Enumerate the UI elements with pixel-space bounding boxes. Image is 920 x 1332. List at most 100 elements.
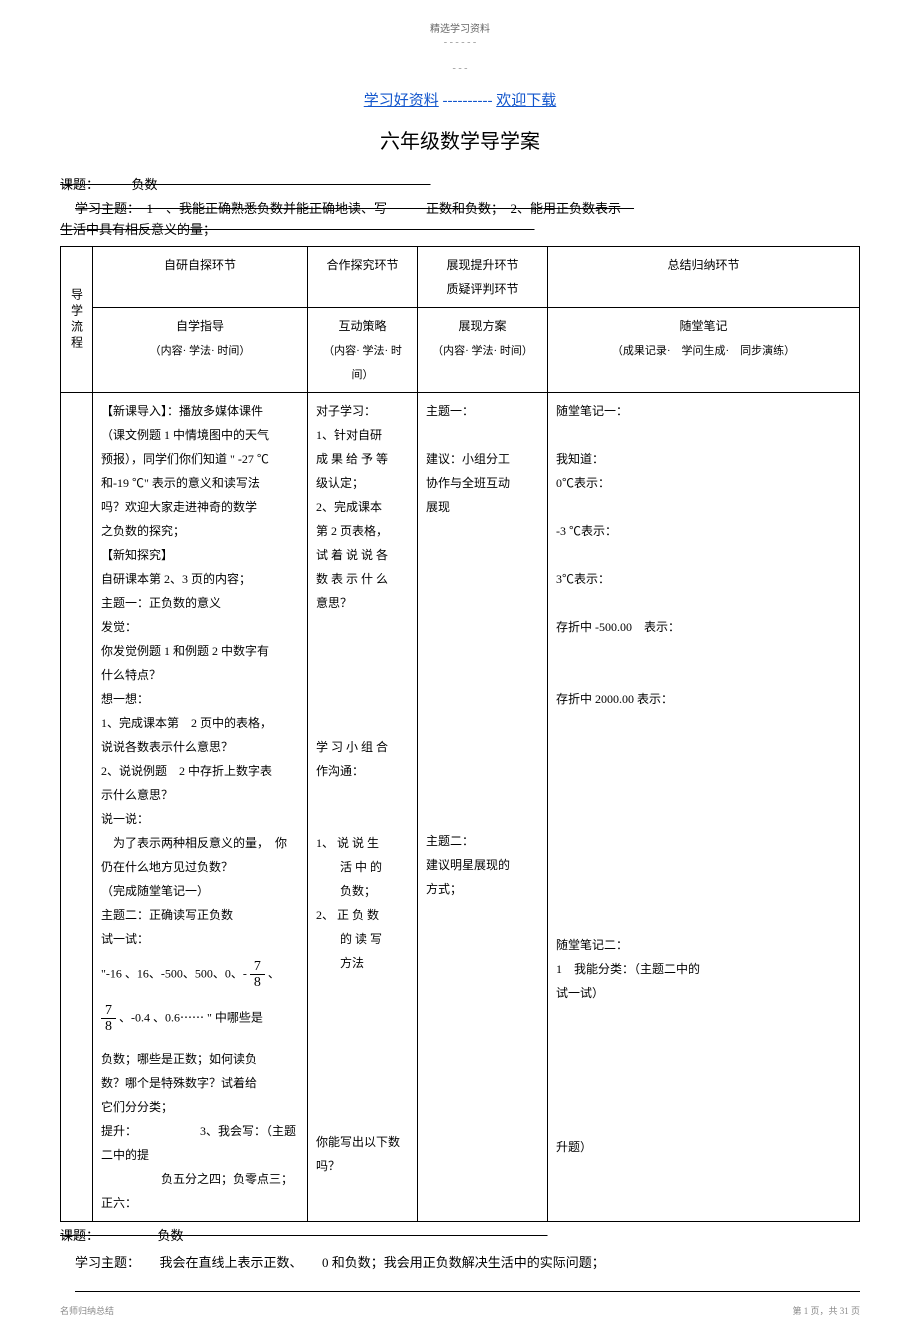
c4-n5: 3℃表示：: [556, 567, 851, 591]
hdr-col2: 合作探究环节: [308, 247, 418, 308]
c1-intro2: （课文例题 1 中情境图中的天气: [101, 423, 299, 447]
main-title: 六年级数学导学案: [60, 125, 860, 154]
c3-t5: 主题二：: [426, 829, 539, 853]
sub-col2: 互动策略 （内容· 学法· 时间）: [308, 308, 418, 393]
sub-col2-s: （内容· 学法· 时间）: [323, 345, 402, 381]
c4-n11: 升题）: [556, 1135, 851, 1159]
c1-q2: 数？哪个是特殊数字？试着给: [101, 1071, 299, 1095]
sub-col1-t: 自学指导: [176, 319, 224, 333]
c1-say3: （完成随堂笔记一）: [101, 879, 299, 903]
top-label: 精选学习资料: [60, 20, 860, 35]
c2-spacer1: [316, 615, 409, 735]
c4-n3: 0℃表示：: [556, 471, 851, 495]
header-left: 学习好资料: [364, 93, 439, 109]
c1-think1: 1、完成课本第 2 页中的表格，: [101, 711, 299, 735]
c1-improve2: 负五分之四；负零点三；: [101, 1167, 299, 1191]
c3-t2: 建议：小组分工: [426, 447, 539, 471]
c1-frac2: 7 8: [101, 1003, 116, 1035]
c1-frac2-den: 8: [101, 1019, 116, 1034]
c1-explore: 【新知探究】: [101, 543, 299, 567]
c4-n10: 试一试）: [556, 981, 851, 1005]
c2-p2: 成 果 给 予 等: [316, 447, 409, 471]
header-row-2: 自学指导 （内容· 学法· 时间） 互动策略 （内容· 学法· 时间） 展现方案…: [61, 308, 860, 393]
c1-find2: 什么特点？: [101, 663, 299, 687]
c1-explore1: 自研课本第 2、3 页的内容；: [101, 567, 299, 591]
c2-spacer2: [316, 783, 409, 831]
content-row: 【新课导入】：播放多媒体课件 （课文例题 1 中情境图中的天气 预报），同学们你…: [61, 393, 860, 1222]
sub-col3-s: （内容· 学法· 时间）: [432, 345, 533, 357]
c3-t7: 方式；: [426, 877, 539, 901]
c1-frac1-den: 8: [250, 975, 265, 990]
c4-n6: 存折中 -500.00 表示：: [556, 615, 851, 639]
c3-t3: 协作与全班互动: [426, 471, 539, 495]
c1-numbers-line2: 7 8 、-0.4 、0.6⋯⋯ " 中哪些是: [101, 1003, 299, 1035]
bottom-study: 学习主题： 我会在直线上表示正数、 0 和负数；我会用正负数解决生活中的实际问题…: [75, 1252, 860, 1271]
c3-t4: 展现: [426, 495, 539, 519]
c2-s1: 1、 说 说 生: [316, 831, 409, 855]
c1-say2: 仍在什么地方见过负数？: [101, 855, 299, 879]
c1-nums-pre: "-16 、16、-500、500、0、-: [101, 967, 250, 981]
c2-p1: 1、针对自研: [316, 423, 409, 447]
c4-sp3: [556, 543, 851, 567]
c2-group: 学 习 小 组 合: [316, 735, 409, 759]
sub-col3-t: 展现方案: [458, 319, 506, 333]
c4-n7: 存折中 2000.00 表示：: [556, 687, 851, 711]
c1-think: 想一想：: [101, 687, 299, 711]
c2-spacer3: [316, 975, 409, 1130]
sub-col4-s: （成果记录· 学问生成· 同步演练）: [612, 345, 795, 357]
header-link-row: 学习好资料 ---------- 欢迎下载: [60, 89, 860, 110]
c4-sp6: [556, 711, 851, 933]
hdr-col1: 自研自探环节: [93, 247, 308, 308]
hdr-col3b: 质疑评判环节: [446, 282, 518, 296]
c3-t6: 建议明星展现的: [426, 853, 539, 877]
c2-pair: 对子学习：: [316, 399, 409, 423]
c2-s6: 方法: [316, 951, 409, 975]
c3-sp1: [426, 423, 539, 447]
c2-p7: 数 表 示 什 么: [316, 567, 409, 591]
c4-sp1: [556, 423, 851, 447]
c2-bottom: 你能写出以下数吗？: [316, 1130, 409, 1178]
c2-group2: 作沟通：: [316, 759, 409, 783]
header-right: 欢迎下载: [496, 93, 556, 109]
c4-n9: 1 我能分类：（主题二中的: [556, 957, 851, 981]
footer-left: 名师归纳总结: [60, 1304, 114, 1317]
c2-p4: 2、完成课本: [316, 495, 409, 519]
c4-sp5: [556, 639, 851, 687]
sub-col4-t: 随堂笔记: [679, 319, 727, 333]
c3-sp2: [426, 519, 539, 829]
c1-say1: 为了表示两种相反意义的量， 你: [101, 831, 299, 855]
c1-intro3: 预报），同学们你们知道 " -27 ℃: [101, 447, 299, 471]
header-dashes: ----------: [443, 93, 493, 109]
sub-col1-s: （内容· 学法· 时间）: [150, 345, 251, 357]
top-dashes: - - - - - -: [60, 37, 860, 48]
content-col4: 随堂笔记一： 我知道： 0℃表示： -3 ℃表示： 3℃表示： 存折中 -500…: [548, 393, 860, 1222]
c1-think4: 示什么意思？: [101, 783, 299, 807]
c1-frac1: 7 8: [250, 959, 265, 991]
c2-p6: 试 着 说 说 各: [316, 543, 409, 567]
c3-t1: 主题一：: [426, 399, 539, 423]
c1-intro6: 之负数的探究；: [101, 519, 299, 543]
sub-col1: 自学指导 （内容· 学法· 时间）: [93, 308, 308, 393]
footer: 名师归纳总结 第 1 页，共 31 页: [60, 1304, 860, 1317]
hdr-col4: 总结归纳环节: [548, 247, 860, 308]
c1-try: 试一试：: [101, 927, 299, 951]
c1-nums-mid: 、: [268, 967, 280, 981]
c1-intro5: 吗？欢迎大家走进神奇的数学: [101, 495, 299, 519]
c1-find: 发觉：: [101, 615, 299, 639]
header-row-1: 导学流程 自研自探环节 合作探究环节 展现提升环节 质疑评判环节 总结归纳环节: [61, 247, 860, 308]
study-theme: 学习主题： 1 、我能正确熟悉负数并能正确地读、写 正数和负数； 2、能用正负数…: [75, 198, 860, 217]
c4-n8: 随堂笔记二：: [556, 933, 851, 957]
top-dashes-2: - - -: [60, 63, 860, 74]
c1-improve: 提升：: [101, 1124, 137, 1138]
sub-col3: 展现方案 （内容· 学法· 时间）: [418, 308, 548, 393]
c1-intro1: 【新课导入】：播放多媒体课件: [101, 399, 299, 423]
c4-sp4: [556, 591, 851, 615]
sub-col2-t: 互动策略: [338, 319, 386, 333]
content-col2: 对子学习： 1、针对自研 成 果 给 予 等 级认定； 2、完成课本 第 2 页…: [308, 393, 418, 1222]
c1-frac2-num: 7: [101, 1003, 116, 1019]
c1-think2: 说说各数表示什么意思？: [101, 735, 299, 759]
content-col3: 主题一： 建议：小组分工 协作与全班互动 展现 主题二： 建议明星展现的 方式；: [418, 393, 548, 1222]
hdr-col3: 展现提升环节 质疑评判环节: [418, 247, 548, 308]
footer-right: 第 1 页，共 31 页: [792, 1304, 860, 1317]
c1-theme2: 主题二：正确读写正负数: [101, 903, 299, 927]
